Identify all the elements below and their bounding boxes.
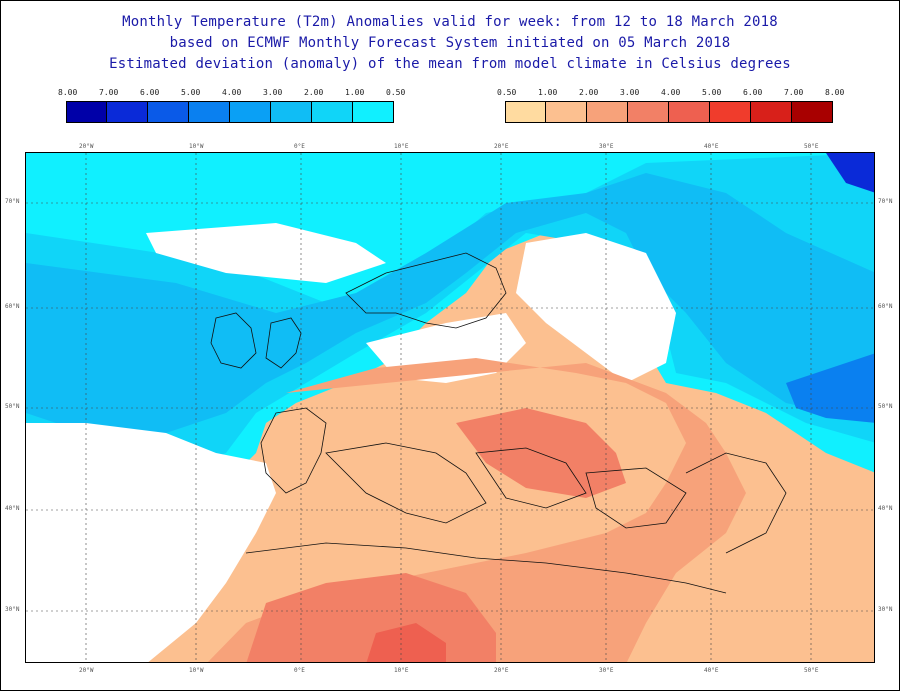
- lat-label-left: 30°N: [5, 606, 20, 613]
- lon-label-top: 20°E: [494, 143, 509, 150]
- lat-label-left: 50°N: [5, 403, 20, 410]
- warm-colorbar-swatch: [587, 101, 628, 123]
- lon-label-bottom: 50°E: [804, 667, 819, 674]
- cold-colorbar-swatch: [312, 101, 353, 123]
- warm-region-balkans: [456, 408, 626, 498]
- lon-label-bottom: 0°E: [294, 667, 305, 674]
- lon-label-bottom: 10°W: [189, 667, 204, 674]
- lat-label-left: 60°N: [5, 303, 20, 310]
- lon-label-bottom: 40°E: [704, 667, 719, 674]
- cold-region-deep: [26, 173, 874, 433]
- cold-colorbar-label: 5.00: [181, 88, 201, 97]
- lon-label-top: 10°W: [189, 143, 204, 150]
- cold-colorbar-outline: [66, 101, 394, 123]
- map-gridlines: [26, 153, 874, 662]
- neutral-zone-atlantic: [26, 423, 276, 662]
- lon-label-top: 40°E: [704, 143, 719, 150]
- warm-colorbar-swatch: [751, 101, 792, 123]
- lon-label-bottom: 20°W: [79, 667, 94, 674]
- warm-region-sahara-core: [366, 623, 446, 662]
- lat-label-right: 30°N: [878, 606, 893, 613]
- neutral-zone-arctic: [146, 223, 386, 283]
- cold-colorbar-swatch: [271, 101, 312, 123]
- lon-label-top: 50°E: [804, 143, 819, 150]
- cold-colorbar-swatch: [148, 101, 189, 123]
- warm-colorbar-label: 6.00: [743, 88, 763, 97]
- lat-label-right: 70°N: [878, 198, 893, 205]
- warm-colorbar-label: 7.00: [784, 88, 804, 97]
- lat-label-right: 40°N: [878, 505, 893, 512]
- cold-region-east: [786, 353, 874, 423]
- cold-core-arctic: [826, 153, 874, 193]
- lat-label-left: 70°N: [5, 198, 20, 205]
- warm-colorbar-swatch: [710, 101, 751, 123]
- warm-colorbar-swatch: [669, 101, 710, 123]
- warm-colorbar-label: 3.00: [620, 88, 640, 97]
- lat-label-right: 60°N: [878, 303, 893, 310]
- lon-label-bottom: 10°E: [394, 667, 409, 674]
- map-svg: [26, 153, 874, 662]
- warm-colorbar-outline: [505, 101, 833, 123]
- title-block: Monthly Temperature (T2m) Anomalies vali…: [0, 12, 900, 75]
- cold-colorbar-label: 4.00: [222, 88, 242, 97]
- lon-label-top: 0°E: [294, 143, 305, 150]
- cold-colorbar-label: 8.00: [58, 88, 78, 97]
- title-line-3: Estimated deviation (anomaly) of the mea…: [109, 56, 791, 72]
- warm-colorbar-label: 1.00: [538, 88, 558, 97]
- warm-colorbar-label: 5.00: [702, 88, 722, 97]
- warm-colorbar-swatch: [546, 101, 587, 123]
- warm-colorbar-label: 2.00: [579, 88, 599, 97]
- warm-colorbar-label: 4.00: [661, 88, 681, 97]
- title-line-1: Monthly Temperature (T2m) Anomalies vali…: [122, 14, 778, 30]
- lon-label-bottom: 30°E: [599, 667, 614, 674]
- cold-colorbar-label: 0.50: [386, 88, 406, 97]
- lon-label-top: 30°E: [599, 143, 614, 150]
- cold-colorbar-label: 3.00: [263, 88, 283, 97]
- cold-colorbar-swatch: [189, 101, 230, 123]
- coastlines: [210, 252, 787, 594]
- lat-label-left: 40°N: [5, 505, 20, 512]
- lon-label-top: 20°W: [79, 143, 94, 150]
- lon-label-bottom: 20°E: [494, 667, 509, 674]
- warm-region-main: [207, 358, 746, 662]
- lat-label-right: 50°N: [878, 403, 893, 410]
- cold-colorbar-swatch: [66, 101, 107, 123]
- warm-colorbar-swatch: [628, 101, 669, 123]
- warm-colorbar-swatch: [505, 101, 546, 123]
- cold-colorbar-swatch: [107, 101, 148, 123]
- title-line-2: based on ECMWF Monthly Forecast System i…: [169, 35, 731, 51]
- cold-colorbar-label: 2.00: [304, 88, 324, 97]
- cold-colorbar-swatch: [230, 101, 271, 123]
- lon-label-top: 10°E: [394, 143, 409, 150]
- warm-colorbar-label: 0.50: [497, 88, 517, 97]
- cold-colorbar-label: 7.00: [99, 88, 119, 97]
- anomaly-map: [25, 152, 875, 663]
- warm-colorbar-label: 8.00: [825, 88, 845, 97]
- cold-colorbar-label: 1.00: [345, 88, 365, 97]
- cold-colorbar-label: 6.00: [140, 88, 160, 97]
